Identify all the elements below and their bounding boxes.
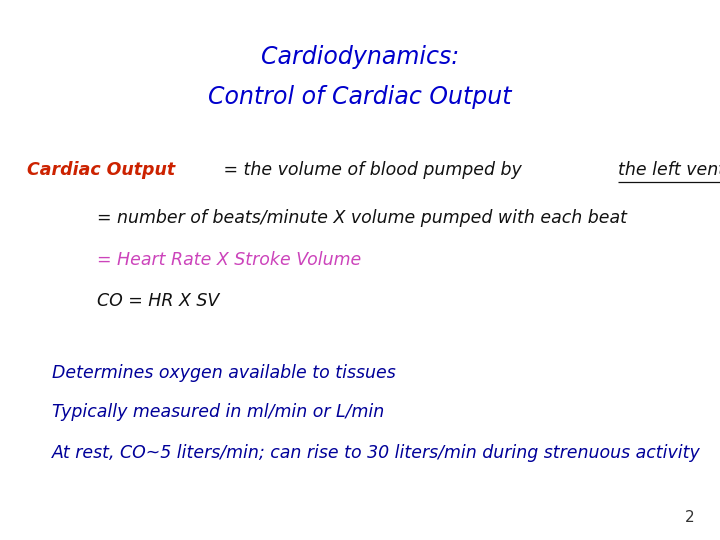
- Text: = the volume of blood pumped by: = the volume of blood pumped by: [218, 161, 528, 179]
- Text: At rest, CO~5 liters/min; can rise to 30 liters/min during strenuous activity: At rest, CO~5 liters/min; can rise to 30…: [52, 443, 701, 462]
- Text: = Heart Rate X Stroke Volume: = Heart Rate X Stroke Volume: [97, 251, 361, 269]
- Text: Determines oxygen available to tissues: Determines oxygen available to tissues: [52, 363, 395, 382]
- Text: Typically measured in ml/min or L/min: Typically measured in ml/min or L/min: [52, 403, 384, 421]
- Text: Control of Cardiac Output: Control of Cardiac Output: [208, 85, 512, 109]
- Text: Cardiac Output: Cardiac Output: [27, 161, 176, 179]
- Text: CO = HR X SV: CO = HR X SV: [97, 292, 220, 310]
- Text: the left ventricle: the left ventricle: [618, 161, 720, 179]
- Text: 2: 2: [685, 510, 695, 525]
- Text: Cardiodynamics:: Cardiodynamics:: [261, 45, 459, 69]
- Text: = number of beats/minute X volume pumped with each beat: = number of beats/minute X volume pumped…: [97, 209, 627, 227]
